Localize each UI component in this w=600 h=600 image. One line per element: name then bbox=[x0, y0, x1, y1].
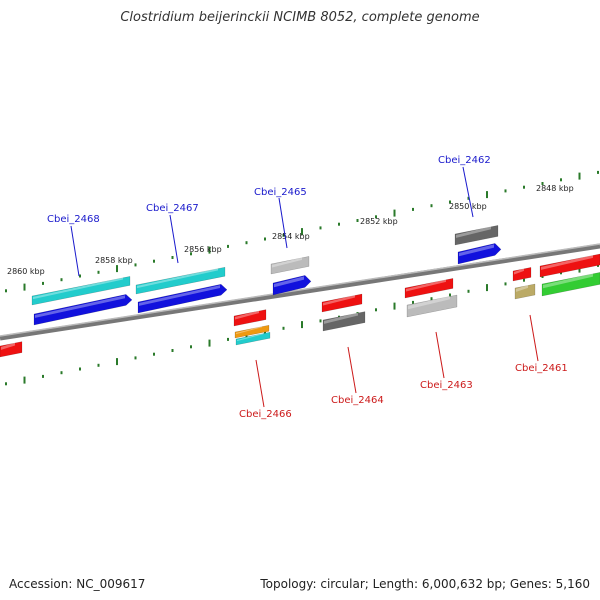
gene-body bbox=[404, 278, 454, 299]
map-title: Clostridium beijerinckii NCIMB 8052, com… bbox=[120, 10, 480, 25]
gene-body bbox=[137, 283, 228, 314]
gene-body bbox=[135, 266, 226, 295]
scale-label: 2852 kbp bbox=[360, 217, 398, 226]
gene-label-cbei-2465[interactable]: Cbei_2465 bbox=[254, 187, 307, 198]
gene-cbei-2468[interactable] bbox=[33, 294, 133, 326]
gene-body bbox=[454, 225, 499, 246]
gene-features bbox=[0, 225, 600, 358]
gene-gray-light-1[interactable] bbox=[270, 256, 310, 275]
gene-red-2466a[interactable] bbox=[233, 309, 267, 327]
genome-backbone bbox=[0, 243, 600, 341]
gene-body bbox=[514, 283, 536, 300]
callout-line bbox=[347, 346, 357, 394]
gene-shine bbox=[274, 276, 304, 288]
callout-line bbox=[255, 359, 265, 408]
gene-gray-dark-1[interactable] bbox=[454, 225, 499, 246]
gene-body bbox=[512, 267, 532, 282]
gene-callouts: Cbei_2468 Cbei_2467 Cbei_2465 Cbei_2462 Cbei… bbox=[47, 155, 568, 420]
gene-cbei-2467[interactable] bbox=[137, 283, 228, 314]
gene-label-cbei-2462[interactable]: Cbei_2462 bbox=[438, 155, 491, 166]
gene-shine bbox=[1, 342, 15, 350]
gene-shine bbox=[406, 279, 446, 292]
callout-line bbox=[435, 331, 445, 379]
gene-shine bbox=[235, 310, 259, 320]
gene-cbei-2463-red[interactable] bbox=[404, 278, 454, 299]
gene-cbei-2464-red[interactable] bbox=[321, 293, 363, 313]
gene-body bbox=[321, 293, 363, 313]
gene-shine bbox=[323, 295, 355, 306]
gene-label-cbei-2467[interactable]: Cbei_2467 bbox=[146, 203, 199, 214]
gene-shine bbox=[137, 268, 218, 289]
topology-text: Topology: circular; Length: 6,000,632 bp… bbox=[260, 577, 590, 591]
gene-cbei-2468-cyan[interactable] bbox=[31, 276, 131, 306]
gene-cbei-2466-cyan[interactable] bbox=[235, 331, 271, 346]
gene-khaki[interactable] bbox=[514, 283, 536, 300]
gene-green[interactable] bbox=[541, 272, 600, 297]
callout-line bbox=[169, 214, 179, 264]
backbone-line bbox=[0, 243, 600, 341]
scale-label: 2848 kbp bbox=[536, 184, 574, 193]
gene-cbei-2463[interactable] bbox=[406, 294, 458, 318]
gene-red-left[interactable] bbox=[0, 341, 23, 358]
gene-body bbox=[270, 256, 310, 275]
gene-shine bbox=[408, 296, 450, 310]
gene-body bbox=[234, 324, 270, 339]
gene-label-cbei-2463[interactable]: Cbei_2463 bbox=[420, 380, 473, 391]
accession-text: Accession: NC_009617 bbox=[9, 577, 146, 591]
gene-cbei-2467-cyan[interactable] bbox=[135, 266, 226, 295]
callout-line bbox=[462, 166, 474, 218]
gene-shine bbox=[456, 226, 491, 238]
scale-label: 2850 kbp bbox=[449, 202, 487, 211]
scale-label: 2858 kbp bbox=[95, 256, 133, 265]
gene-cbei-2464[interactable] bbox=[322, 311, 366, 332]
gene-shine bbox=[272, 257, 302, 268]
gene-body bbox=[0, 341, 23, 358]
callout-line bbox=[529, 314, 539, 362]
gene-body bbox=[233, 309, 267, 327]
gene-shine bbox=[237, 333, 263, 342]
gene-shine bbox=[324, 312, 358, 324]
gene-shine bbox=[514, 268, 524, 275]
gene-shine bbox=[35, 295, 125, 318]
gene-label-cbei-2468[interactable]: Cbei_2468 bbox=[47, 214, 100, 225]
gene-shine bbox=[541, 255, 593, 270]
gene-label-cbei-2466[interactable]: Cbei_2466 bbox=[239, 409, 292, 420]
callout-line bbox=[70, 225, 80, 277]
gene-body bbox=[322, 311, 366, 332]
gene-shine bbox=[516, 285, 528, 292]
scale-label: 2854 kbp bbox=[272, 232, 310, 241]
gene-label-cbei-2464[interactable]: Cbei_2464 bbox=[331, 395, 384, 406]
scale-ticks-minus bbox=[5, 263, 599, 386]
gene-body bbox=[539, 253, 600, 278]
gene-shine bbox=[33, 277, 123, 300]
gene-body bbox=[272, 275, 312, 296]
backbone-highlight bbox=[0, 243, 600, 337]
gene-body bbox=[541, 272, 600, 297]
gene-red-right[interactable] bbox=[539, 253, 600, 278]
gene-red-small[interactable] bbox=[512, 267, 532, 282]
gene-cbei-2462[interactable] bbox=[457, 243, 502, 265]
gene-cbei-2465[interactable] bbox=[272, 275, 312, 296]
callout-line bbox=[278, 197, 288, 249]
gene-shine bbox=[543, 273, 593, 289]
gene-body bbox=[406, 294, 458, 318]
gene-body bbox=[457, 243, 502, 265]
gene-body bbox=[33, 294, 133, 326]
scale-ticks-plus bbox=[5, 170, 599, 293]
gene-shine bbox=[459, 244, 494, 257]
gene-shine bbox=[236, 326, 262, 335]
scale-labels: 2860 kbp 2858 kbp 2856 kbp 2854 kbp 2852 kbp… bbox=[7, 184, 574, 276]
scale-label: 2860 kbp bbox=[7, 267, 45, 276]
gene-body bbox=[31, 276, 131, 306]
gene-shine bbox=[139, 285, 220, 306]
gene-cbei-2466-orange[interactable] bbox=[234, 324, 270, 339]
gene-body bbox=[235, 331, 271, 346]
gene-label-cbei-2461[interactable]: Cbei_2461 bbox=[515, 363, 568, 374]
scale-label: 2856 kbp bbox=[184, 245, 222, 254]
